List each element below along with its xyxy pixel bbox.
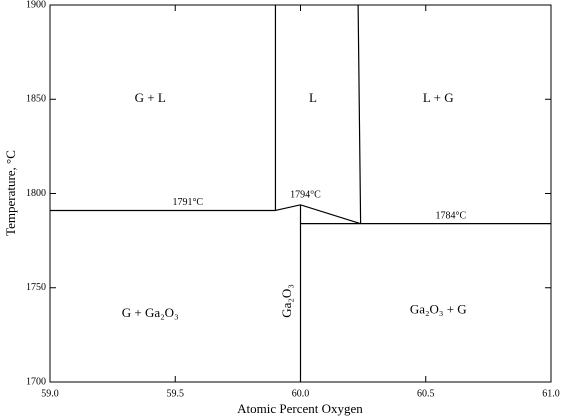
annotation: Ga₂O₃ [279,284,294,318]
annotation: G + Ga₂O₃ [122,305,179,320]
phase-boundary [357,4,362,224]
annotation: 1794°C [290,190,321,201]
x-tick-label: 60.0 [292,388,310,399]
y-tick-label: 1700 [26,376,46,387]
annotation: 1784°C [435,210,466,221]
y-tick-label: 1750 [26,282,46,293]
x-axis-label: Atomic Percent Oxygen [237,401,363,416]
annotation: Ga₂O₃ + G [410,301,467,316]
annotation: 1791°C [172,197,203,208]
y-tick-label: 1900 [26,0,46,10]
annotation: L + G [423,90,454,105]
annotation: L [309,90,317,105]
x-tick-label: 61.0 [542,388,560,399]
x-tick-label: 60.5 [417,388,435,399]
y-axis-label: Temperature, °C [3,150,18,236]
y-tick-label: 1800 [26,188,46,199]
x-tick-label: 59.5 [167,388,185,399]
annotation: G + L [135,90,166,105]
y-tick-label: 1850 [26,94,46,105]
phase-boundary [275,204,361,225]
x-tick-label: 59.0 [41,388,59,399]
